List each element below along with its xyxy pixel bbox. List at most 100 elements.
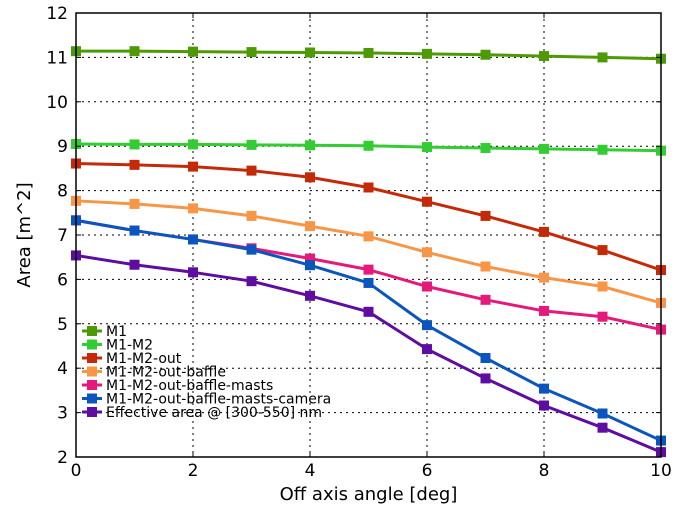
data-point <box>363 306 374 317</box>
data-point <box>188 267 198 278</box>
data-point <box>422 196 432 207</box>
data-point <box>129 198 140 209</box>
data-point <box>363 182 374 193</box>
data-point <box>129 159 140 170</box>
data-point <box>539 226 549 237</box>
data-point <box>363 277 374 288</box>
series-3 <box>71 195 666 308</box>
legend-item: M1-M2-out-baffle <box>82 365 226 381</box>
series-line <box>75 162 662 272</box>
legend-label: M1-M2-out-baffle-masts-camera <box>106 392 331 408</box>
legend-swatch-marker <box>87 326 97 336</box>
data-point <box>597 408 608 419</box>
x-axis-label: Off axis angle [deg] <box>280 484 458 505</box>
y-tick-label: 10 <box>46 93 68 113</box>
data-point <box>246 244 257 255</box>
y-tick-label: 3 <box>57 404 68 424</box>
data-point <box>246 276 257 287</box>
series-2 <box>71 158 666 276</box>
data-point <box>480 373 491 384</box>
data-point <box>305 140 315 151</box>
data-point <box>188 139 198 150</box>
data-point <box>597 52 608 63</box>
legend-swatch-marker <box>87 353 97 363</box>
y-axis-label: Area [m^2] <box>14 182 35 287</box>
legend-item: M1 <box>82 324 127 340</box>
legend-swatch-marker <box>87 339 97 350</box>
data-point <box>363 47 374 58</box>
data-point <box>305 253 315 264</box>
data-point <box>539 305 549 316</box>
y-tick-label: 7 <box>57 226 68 246</box>
data-point <box>246 210 257 221</box>
data-point <box>539 272 549 283</box>
data-point <box>188 234 198 245</box>
legend-item: Effective area @ [300-550] nm <box>82 405 322 421</box>
data-point <box>480 352 491 363</box>
y-tick-label: 11 <box>46 48 68 68</box>
legend-item: M1-M2-out-baffle-masts <box>82 378 273 394</box>
legend-swatch-marker <box>87 380 97 390</box>
x-tick-label: 8 <box>539 461 550 481</box>
data-point <box>597 144 608 155</box>
data-point <box>422 344 432 355</box>
data-point <box>597 422 608 433</box>
legend-swatch-marker <box>87 366 97 377</box>
data-point <box>422 320 432 331</box>
x-tick-label: 4 <box>305 461 316 481</box>
y-tick-label: 6 <box>57 270 68 290</box>
data-point <box>422 281 432 292</box>
data-point <box>129 259 140 270</box>
legend-label: M1 <box>106 324 127 340</box>
legend-swatch-marker <box>87 407 97 417</box>
data-point <box>480 210 491 221</box>
legend: M1M1-M2M1-M2-outM1-M2-out-baffleM1-M2-ou… <box>82 324 331 421</box>
data-point <box>422 142 432 153</box>
y-tick-label: 12 <box>46 4 68 24</box>
data-point <box>188 203 198 214</box>
legend-label: M1-M2-out-baffle-masts <box>106 378 273 394</box>
data-point <box>539 400 549 411</box>
data-point <box>246 47 257 58</box>
data-point <box>539 51 549 62</box>
legend-label: M1-M2-out <box>106 351 182 367</box>
legend-label: M1-M2 <box>106 338 153 354</box>
data-point <box>188 46 198 57</box>
legend-label: M1-M2-out-baffle <box>106 365 226 381</box>
data-point <box>305 47 315 58</box>
data-point <box>363 264 374 275</box>
x-tick-label: 6 <box>422 461 433 481</box>
x-tick-label: 10 <box>650 461 672 481</box>
data-point <box>480 142 491 153</box>
x-tick-label: 0 <box>71 461 82 481</box>
y-tick-label: 2 <box>57 448 68 468</box>
data-point <box>597 281 608 292</box>
y-tick-label: 9 <box>57 137 68 157</box>
data-point <box>129 46 140 57</box>
data-point <box>305 172 315 183</box>
data-point <box>422 48 432 59</box>
data-point <box>422 247 432 258</box>
data-point <box>480 261 491 272</box>
y-tick-label: 4 <box>57 359 68 379</box>
series-0 <box>71 46 666 64</box>
data-point <box>597 311 608 322</box>
data-point <box>363 140 374 151</box>
data-point <box>129 225 140 236</box>
x-tick-label: 2 <box>188 461 199 481</box>
data-point <box>539 383 549 394</box>
data-point <box>246 139 257 150</box>
y-tick-label: 5 <box>57 315 68 335</box>
data-point <box>480 49 491 60</box>
legend-item: M1-M2 <box>82 338 153 354</box>
legend-swatch-marker <box>87 393 97 404</box>
data-point <box>305 260 315 271</box>
legend-label: Effective area @ [300-550] nm <box>106 405 322 421</box>
data-point <box>305 221 315 232</box>
data-point <box>305 290 315 301</box>
data-point <box>129 139 140 150</box>
legend-item: M1-M2-out <box>82 351 182 367</box>
data-point <box>597 245 608 256</box>
